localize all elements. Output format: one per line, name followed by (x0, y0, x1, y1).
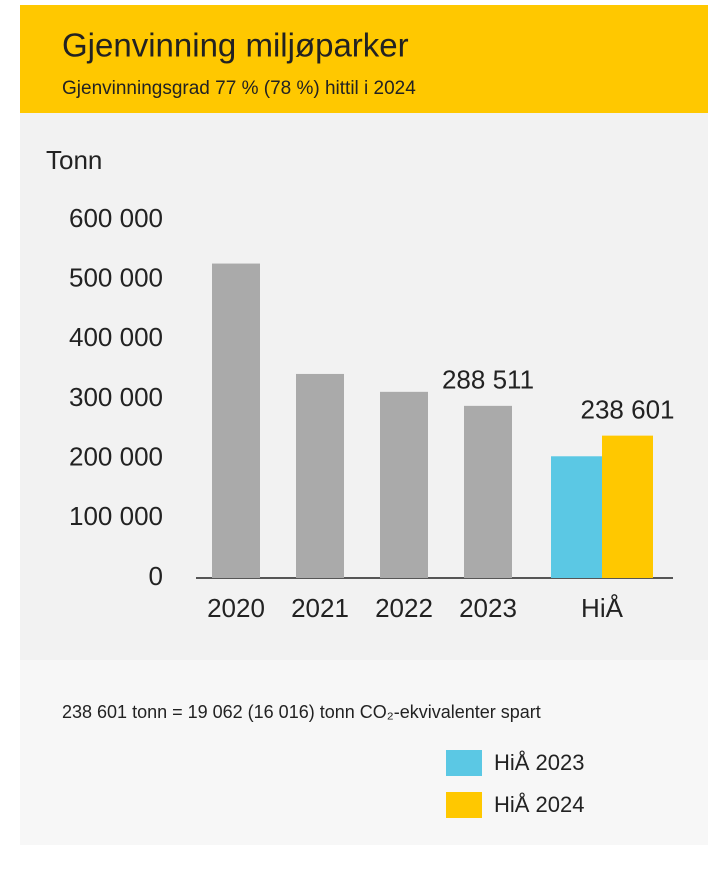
value-label: 238 601 (581, 395, 675, 425)
x-tick-label: 2022 (375, 593, 433, 623)
note: 238 601 tonn = 19 062 (16 016) tonn CO₂-… (62, 702, 541, 722)
legend-label: HiÅ 2023 (494, 750, 585, 775)
bar (380, 391, 428, 578)
y-tick-label: 0 (149, 561, 163, 591)
y-tick-label: 300 000 (69, 382, 163, 412)
header (20, 5, 708, 113)
x-tick-label: 2020 (207, 593, 265, 623)
y-tick-label: 200 000 (69, 442, 163, 472)
x-tick-label: 2023 (459, 593, 517, 623)
bar (296, 373, 344, 578)
y-tick-label: 400 000 (69, 322, 163, 352)
legend-label: HiÅ 2024 (494, 792, 585, 817)
value-label: 288 511 (442, 365, 534, 395)
bar (602, 435, 653, 578)
legend-swatch (446, 792, 482, 818)
chart-subtitle: Gjenvinningsgrad 77 % (78 %) hittil i 20… (62, 78, 416, 99)
y-tick-label: 500 000 (69, 263, 163, 293)
y-tick-label: 600 000 (69, 203, 163, 233)
chart-title: Gjenvinning miljøparker (62, 27, 409, 64)
y-axis-label: Tonn (46, 145, 102, 175)
x-tick-label: 2021 (291, 593, 349, 623)
x-tick-label: HiÅ (581, 593, 624, 623)
y-tick-label: 100 000 (69, 501, 163, 531)
bar (212, 263, 260, 578)
legend-swatch (446, 750, 482, 776)
bar (464, 405, 512, 578)
bar (551, 456, 602, 578)
